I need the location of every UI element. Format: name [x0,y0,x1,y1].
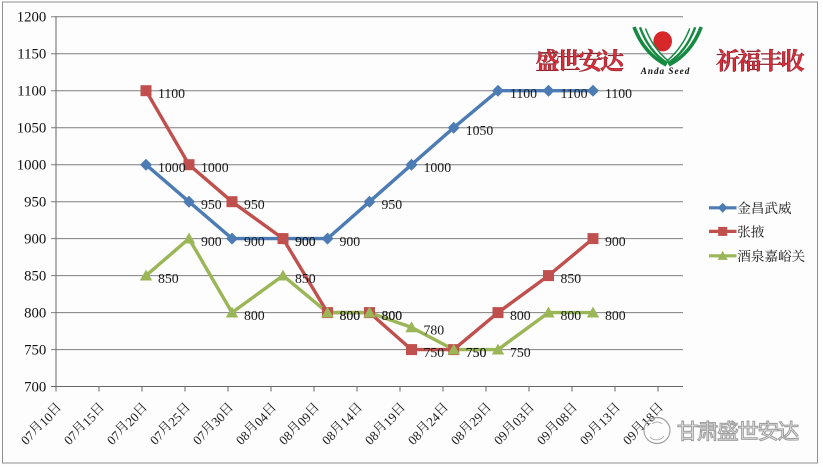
svg-text:1050: 1050 [17,121,47,137]
svg-text:800: 800 [382,308,403,323]
svg-text:750: 750 [466,345,487,360]
svg-text:750: 750 [424,345,445,360]
svg-text:780: 780 [424,323,445,338]
svg-text:1000: 1000 [17,158,47,174]
svg-text:1000: 1000 [158,160,186,175]
svg-text:850: 850 [561,271,582,286]
svg-text:800: 800 [510,308,531,323]
svg-text:1050: 1050 [466,123,494,138]
svg-text:800: 800 [561,308,582,323]
svg-text:900: 900 [605,234,626,249]
svg-text:800: 800 [340,308,361,323]
svg-text:900: 900 [24,231,46,247]
svg-text:1150: 1150 [17,47,46,63]
svg-text:1100: 1100 [605,86,632,101]
svg-text:1100: 1100 [510,86,537,101]
svg-text:1100: 1100 [158,86,185,101]
svg-text:950: 950 [382,197,403,212]
svg-text:850: 850 [295,271,316,286]
svg-text:750: 750 [24,342,46,358]
svg-text:Anda Seed: Anda Seed [640,66,691,76]
svg-text:900: 900 [244,234,265,249]
svg-text:950: 950 [24,195,46,211]
svg-text:800: 800 [244,308,265,323]
svg-text:1000: 1000 [424,160,452,175]
svg-text:750: 750 [466,345,487,360]
svg-text:800: 800 [340,308,361,323]
svg-text:800: 800 [605,308,626,323]
svg-text:850: 850 [24,268,46,284]
svg-text:700: 700 [24,379,46,395]
svg-text:900: 900 [340,234,361,249]
svg-text:900: 900 [295,234,316,249]
svg-text:800: 800 [382,308,403,323]
svg-text:1100: 1100 [17,84,46,100]
svg-text:800: 800 [24,305,46,321]
svg-text:1200: 1200 [17,10,47,26]
svg-text:950: 950 [201,197,222,212]
svg-text:900: 900 [295,234,316,249]
svg-text:750: 750 [510,345,531,360]
svg-text:900: 900 [201,234,222,249]
svg-text:1000: 1000 [201,160,229,175]
svg-text:950: 950 [244,197,265,212]
svg-text:1100: 1100 [561,86,588,101]
svg-text:850: 850 [158,271,179,286]
